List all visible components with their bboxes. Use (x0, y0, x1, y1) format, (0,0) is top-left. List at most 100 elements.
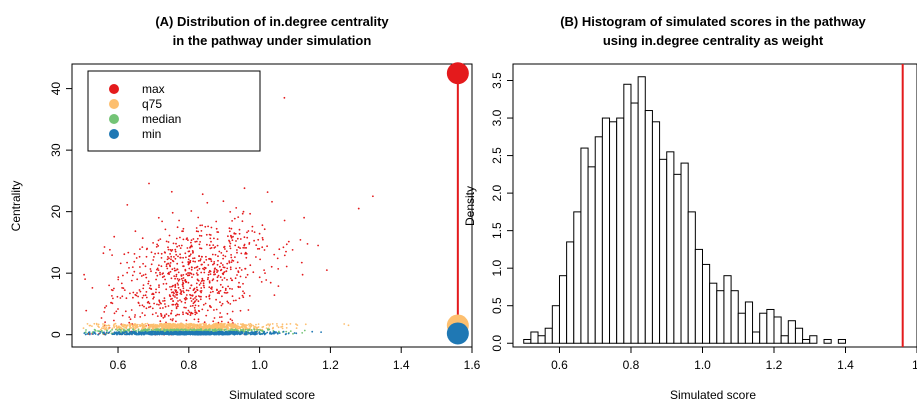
data-point (205, 255, 207, 258)
data-point (187, 263, 190, 266)
data-point (215, 268, 218, 271)
data-point (223, 326, 226, 329)
data-point (159, 307, 162, 309)
data-point (99, 331, 102, 333)
data-point (93, 332, 96, 334)
x-tick-label: 1.4 (837, 358, 854, 372)
data-point (233, 217, 236, 220)
data-point (229, 266, 232, 269)
data-point (229, 242, 232, 245)
data-point (103, 246, 106, 248)
data-point (155, 246, 158, 248)
data-point (185, 297, 188, 300)
data-point (82, 327, 85, 329)
data-point (83, 332, 86, 334)
data-point (131, 274, 134, 277)
data-point (222, 257, 225, 260)
data-point (100, 317, 103, 319)
data-point (214, 253, 217, 256)
histogram-bar (530, 331, 539, 344)
data-point (115, 310, 118, 313)
data-point (225, 270, 228, 272)
data-point (220, 252, 223, 254)
panel-a-y-axis-label: Centrality (9, 181, 23, 232)
data-point (169, 324, 172, 326)
data-point (170, 309, 173, 312)
data-point (179, 299, 181, 301)
data-point (151, 332, 154, 335)
data-point (176, 282, 179, 285)
data-point (244, 333, 246, 336)
data-point (244, 324, 247, 326)
data-point (197, 230, 200, 233)
data-point (174, 250, 177, 253)
data-point (203, 286, 206, 289)
data-point (204, 267, 207, 270)
data-point (243, 292, 246, 295)
data-point (176, 226, 179, 229)
data-point (132, 296, 134, 299)
data-point (116, 295, 119, 298)
data-point (203, 321, 206, 324)
data-point (209, 270, 212, 273)
data-point (134, 293, 137, 296)
data-point (115, 324, 118, 327)
data-point (169, 262, 172, 264)
data-point (211, 253, 214, 256)
data-point (159, 238, 162, 241)
data-point (152, 297, 155, 300)
y-tick-label: 10 (49, 266, 63, 280)
data-point (197, 279, 200, 282)
data-point (237, 271, 240, 274)
data-point (262, 238, 264, 241)
data-point (182, 287, 185, 290)
data-point (232, 299, 235, 302)
data-point (206, 278, 209, 281)
data-point (225, 328, 227, 331)
data-point (182, 313, 185, 316)
data-point (174, 296, 176, 298)
data-point (200, 333, 203, 336)
data-point (150, 287, 153, 290)
data-point (273, 294, 276, 296)
data-point (92, 333, 94, 335)
data-point (148, 306, 150, 309)
data-point (135, 329, 137, 332)
data-point (257, 238, 260, 241)
data-point (235, 329, 238, 332)
data-point (190, 300, 193, 302)
data-point (173, 275, 176, 277)
data-point (190, 210, 193, 212)
data-point (216, 276, 219, 279)
data-point (147, 333, 150, 335)
data-point (167, 241, 170, 243)
panel-a-scatter: (A) Distribution of in.degree centrality… (9, 14, 481, 402)
data-point (145, 291, 148, 293)
data-point (190, 326, 193, 329)
data-point (171, 211, 174, 214)
data-point (217, 259, 219, 262)
data-point (230, 256, 233, 259)
data-point (172, 291, 175, 293)
data-point (199, 241, 202, 243)
data-point (113, 331, 116, 334)
data-point (230, 236, 233, 239)
data-point (206, 201, 209, 204)
histogram-bar (809, 335, 818, 344)
data-point (185, 306, 187, 309)
data-point (156, 324, 159, 327)
data-point (222, 325, 225, 327)
data-point (107, 332, 110, 334)
histogram-bar (616, 117, 625, 344)
histogram-bar (701, 263, 711, 344)
data-point (228, 260, 231, 262)
data-point (85, 309, 88, 312)
data-point (266, 328, 269, 331)
data-point (209, 258, 212, 261)
histogram-bar (744, 301, 754, 344)
data-point (194, 313, 197, 316)
data-point (187, 239, 189, 242)
data-point (155, 288, 158, 291)
data-point (179, 256, 182, 259)
data-point (206, 331, 209, 334)
